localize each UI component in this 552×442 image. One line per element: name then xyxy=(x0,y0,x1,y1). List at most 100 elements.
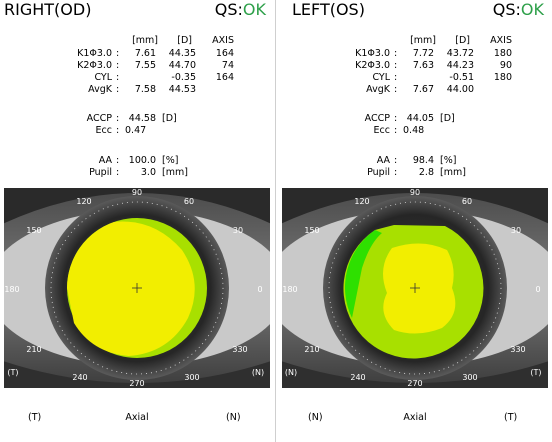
cyl-d: -0.51 xyxy=(449,72,474,83)
deg-90: 90 xyxy=(410,188,420,197)
k2-axis: 74 xyxy=(221,60,234,71)
deg-300: 300 xyxy=(184,373,199,382)
accp-unit: [D] xyxy=(440,113,455,124)
footer-left: (T) xyxy=(28,412,42,423)
deg-180: 180 xyxy=(4,285,19,294)
deg-150: 150 xyxy=(304,226,319,235)
aa-unit: [%] xyxy=(162,155,179,166)
deg-330: 330 xyxy=(510,345,525,354)
deg-210: 210 xyxy=(26,345,41,354)
deg-30: 30 xyxy=(511,226,521,235)
panel-title: LEFT(OS) xyxy=(292,0,365,19)
unit-mm: [mm] xyxy=(132,35,158,46)
pupil-unit: [mm] xyxy=(162,167,188,178)
pupil-value: 2.8 xyxy=(418,167,434,178)
k1-mm: 7.72 xyxy=(412,48,434,59)
pupil-label: Pupil xyxy=(367,167,390,178)
deg-0: 0 xyxy=(535,285,540,294)
k1-label: K1Φ3.0 xyxy=(77,48,112,59)
ecc-value: 0.48 xyxy=(403,125,425,136)
k1-d: 44.35 xyxy=(168,48,196,59)
avgk-d: 44.53 xyxy=(168,84,196,95)
cyl-d: -0.35 xyxy=(171,72,196,83)
deg-270: 270 xyxy=(407,379,422,388)
deg-240: 240 xyxy=(350,373,365,382)
corneal-topography-map: 90 120 150 180 210 240 270 300 330 0 30 … xyxy=(282,188,548,388)
accp-value: 44.58 xyxy=(128,113,156,124)
k1-label: K1Φ3.0 xyxy=(355,48,390,59)
cyl-axis: 180 xyxy=(493,72,512,83)
quality-status: QS:OK xyxy=(492,0,544,19)
right-eye-panel: RIGHT(OD) QS:OK [mm] [D] AXIS K1Φ3.0 : 7… xyxy=(0,0,274,442)
corneal-topography-map: 90 120 150 180 210 240 270 300 330 0 30 … xyxy=(4,188,270,388)
pupil-value: 3.0 xyxy=(140,167,156,178)
footer-right: (N) xyxy=(226,412,241,423)
k2-mm: 7.55 xyxy=(134,60,156,71)
deg-210: 210 xyxy=(304,345,319,354)
pupil-unit: [mm] xyxy=(440,167,466,178)
aa-label: AA xyxy=(376,155,390,166)
unit-axis: AXIS xyxy=(490,35,512,46)
aa-value: 100.0 xyxy=(128,155,156,166)
nasal-left-mark: (N) xyxy=(285,368,297,377)
qs-ok-badge: OK xyxy=(520,0,544,19)
nasal-right-mark: (N) xyxy=(252,368,264,377)
unit-d: [D] xyxy=(177,35,192,46)
unit-d: [D] xyxy=(455,35,470,46)
deg-0: 0 xyxy=(257,285,262,294)
deg-300: 300 xyxy=(462,373,477,382)
panel-title: RIGHT(OD) xyxy=(4,0,92,19)
qs-ok-badge: OK xyxy=(242,0,266,19)
nasal-left-mark: (T) xyxy=(7,368,18,377)
quality-status: QS:OK xyxy=(214,0,266,19)
nasal-right-mark: (T) xyxy=(530,368,541,377)
k1-axis: 180 xyxy=(493,48,512,59)
accp-label: ACCP xyxy=(364,113,390,124)
k1-d: 43.72 xyxy=(446,48,474,59)
cyl-label: CYL xyxy=(372,72,390,83)
panel-divider xyxy=(275,0,276,442)
unit-axis: AXIS xyxy=(212,35,234,46)
deg-330: 330 xyxy=(232,345,247,354)
unit-mm: [mm] xyxy=(410,35,436,46)
cyl-label: CYL xyxy=(94,72,112,83)
aa-unit: [%] xyxy=(440,155,457,166)
aa-value: 98.4 xyxy=(412,155,434,166)
avgk-mm: 7.67 xyxy=(412,84,434,95)
k1-mm: 7.61 xyxy=(134,48,156,59)
accp-label: ACCP xyxy=(86,113,112,124)
deg-180: 180 xyxy=(282,285,297,294)
aa-label: AA xyxy=(98,155,112,166)
ecc-value: 0.47 xyxy=(125,125,147,136)
left-eye-panel: LEFT(OS) QS:OK [mm] [D] AXIS K1Φ3.0 : 7.… xyxy=(278,0,552,442)
k2-axis: 90 xyxy=(499,60,512,71)
eye-image: 90 120 150 180 210 240 270 300 330 0 30 … xyxy=(4,188,270,388)
avgk-mm: 7.58 xyxy=(134,84,156,95)
k2-label: K2Φ3.0 xyxy=(77,60,112,71)
k2-d: 44.23 xyxy=(446,60,474,71)
cyl-axis: 164 xyxy=(215,72,234,83)
deg-270: 270 xyxy=(129,379,144,388)
accp-value: 44.05 xyxy=(406,113,434,124)
footer-left: (N) xyxy=(308,412,323,423)
avgk-label: AvgK xyxy=(366,84,390,95)
footer-center: Axial xyxy=(403,412,427,423)
k2-d: 44.70 xyxy=(168,60,196,71)
deg-60: 60 xyxy=(184,197,194,206)
ecc-label: Ecc xyxy=(373,125,390,136)
deg-120: 120 xyxy=(354,197,369,206)
k1-axis: 164 xyxy=(215,48,234,59)
avgk-label: AvgK xyxy=(88,84,112,95)
deg-30: 30 xyxy=(233,226,243,235)
footer-center: Axial xyxy=(125,412,149,423)
k2-label: K2Φ3.0 xyxy=(355,60,390,71)
ecc-label: Ecc xyxy=(95,125,112,136)
deg-240: 240 xyxy=(72,373,87,382)
deg-150: 150 xyxy=(26,226,41,235)
accp-unit: [D] xyxy=(162,113,177,124)
deg-90: 90 xyxy=(132,188,142,197)
deg-60: 60 xyxy=(462,197,472,206)
footer-right: (T) xyxy=(504,412,518,423)
eye-image: 90 120 150 180 210 240 270 300 330 0 30 … xyxy=(282,188,548,388)
pupil-label: Pupil xyxy=(89,167,112,178)
